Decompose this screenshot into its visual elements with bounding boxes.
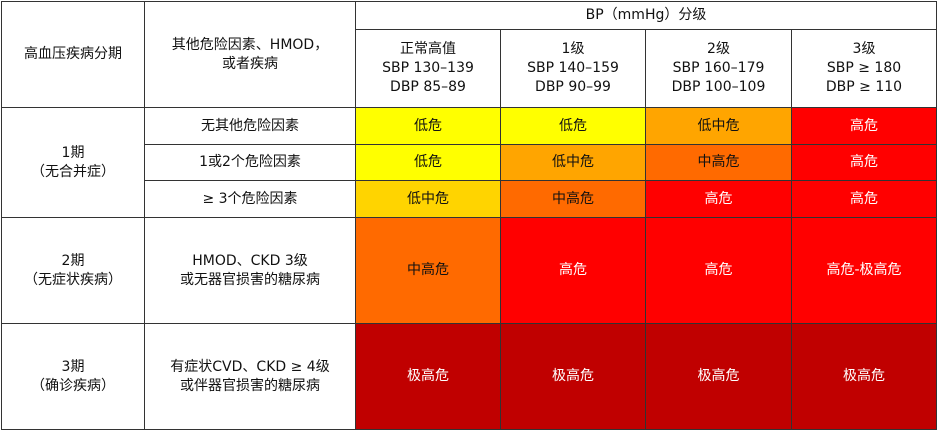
factor-label: 有症状CVD、CKD ≥ 4级 或伴器官损害的糖尿病 (144, 323, 356, 430)
risk-cell: 低危 (500, 107, 646, 145)
risk-cell: 中高危 (645, 144, 792, 181)
risk-cell: 低中危 (500, 144, 646, 181)
risk-cell: 高危 (791, 107, 937, 145)
factor-label: 1或2个危险因素 (144, 144, 356, 181)
stage-label: 3期 （确诊疾病） (1, 323, 145, 430)
header-row-1: 高血压疾病分期 其他危险因素、HMOD， 或者疾病 BP（mmHg）分级 (1, 1, 937, 108)
risk-cell: 高危 (645, 180, 792, 218)
risk-cell: 低中危 (645, 107, 792, 145)
risk-cell: 高危 (791, 144, 937, 181)
risk-cell: 高危 (791, 180, 937, 218)
bp-grade-header-normal-high: 正常高值 SBP 130–139 DBP 85–89 (355, 29, 501, 108)
bp-grade-header-grade-2: 2级 SBP 160–179 DBP 100–109 (645, 29, 792, 108)
stage-label: 1期 （无合并症） (1, 107, 145, 218)
stage-label: 2期 （无症状疾病） (1, 217, 145, 324)
bp-grade-header-grade-3: 3级 SBP ≥ 180 DBP ≥ 110 (791, 29, 937, 108)
bp-grade-header-grade-1: 1级 SBP 140–159 DBP 90–99 (500, 29, 646, 108)
risk-cell: 高危-极高危 (791, 217, 937, 324)
stage-column-header: 高血压疾病分期 (1, 1, 145, 108)
table-row: 3期 （确诊疾病） 有症状CVD、CKD ≥ 4级 或伴器官损害的糖尿病 极高危… (1, 323, 937, 430)
risk-cell: 极高危 (355, 323, 501, 430)
risk-cell: 低中危 (355, 180, 501, 218)
table-row: 2期 （无症状疾病） HMOD、CKD 3级 或无器官损害的糖尿病 中高危 高危… (1, 217, 937, 324)
risk-cell: 中高危 (500, 180, 646, 218)
risk-cell: 低危 (355, 107, 501, 145)
risk-cell: 极高危 (645, 323, 792, 430)
factors-column-header: 其他危险因素、HMOD， 或者疾病 (144, 1, 356, 108)
table-row: 1期 （无合并症） 无其他危险因素 低危 低危 低中危 高危 (1, 107, 937, 218)
risk-cell: 极高危 (791, 323, 937, 430)
factor-label: 无其他危险因素 (144, 107, 356, 145)
factor-label: HMOD、CKD 3级 或无器官损害的糖尿病 (144, 217, 356, 324)
risk-cell: 高危 (645, 217, 792, 324)
risk-cell: 低危 (355, 144, 501, 181)
bp-grade-group-header: BP（mmHg）分级 (355, 1, 937, 30)
risk-cell: 高危 (500, 217, 646, 324)
risk-cell: 中高危 (355, 217, 501, 324)
risk-cell: 极高危 (500, 323, 646, 430)
factor-label: ≥ 3个危险因素 (144, 180, 356, 218)
